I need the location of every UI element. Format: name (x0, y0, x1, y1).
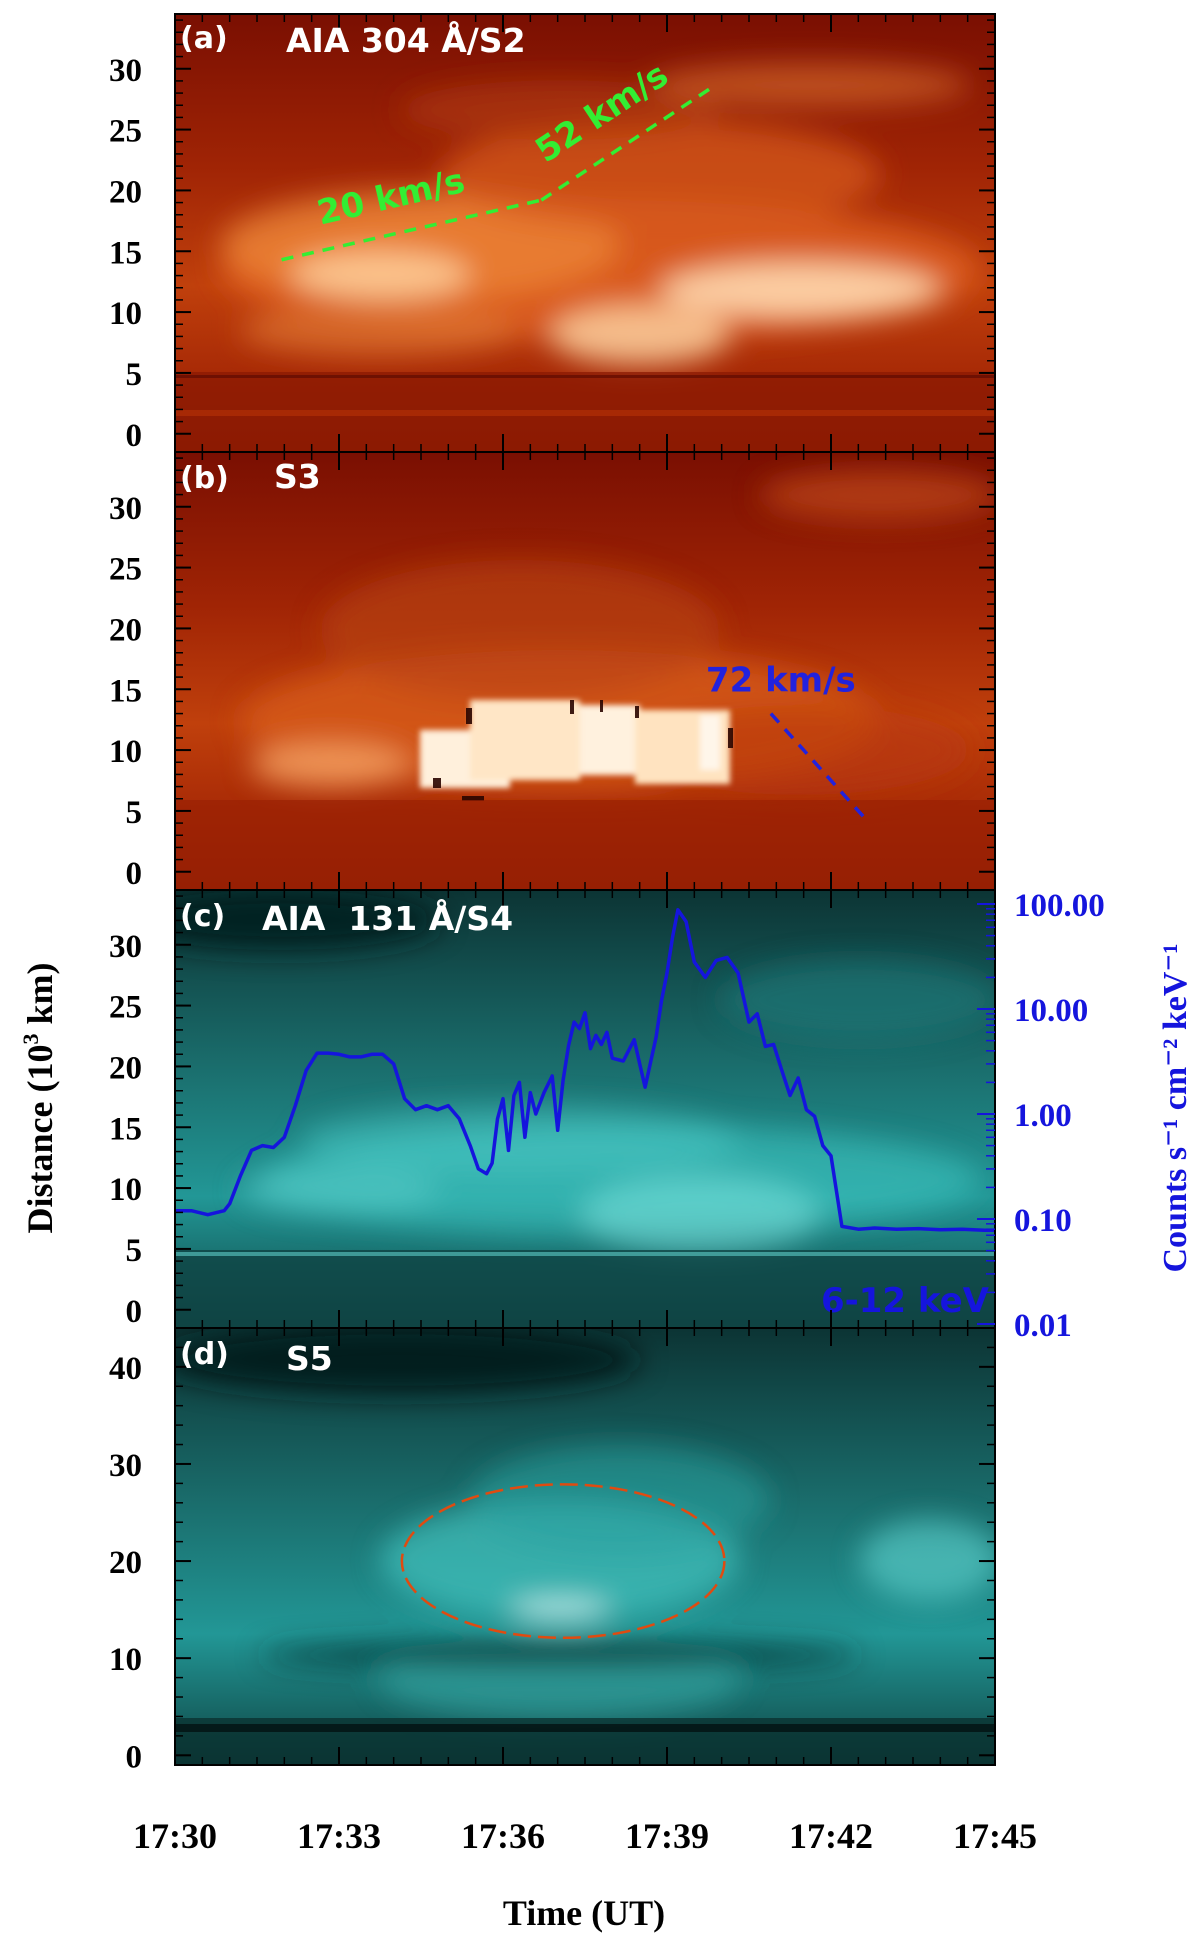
x-tick-label: 17:36 (461, 1816, 545, 1856)
y-axis-label: Distance (103 km) (18, 963, 60, 1234)
panel-c-ytick-label: 25 (109, 990, 142, 1026)
panel-a-ytick-label: 30 (109, 53, 142, 89)
right-ytick-label: 10.00 (1014, 993, 1088, 1029)
x-tick-label: 17:30 (133, 1816, 217, 1856)
hxr-series-label: 6-12 keV (821, 1281, 990, 1321)
x-tick-label: 17:45 (953, 1816, 1037, 1856)
x-axis-label: Time (UT) (503, 1893, 665, 1933)
panel-a-image (175, 14, 995, 452)
panel-b-ytick-label: 0 (126, 856, 143, 892)
x-tick-label: 17:42 (789, 1816, 873, 1856)
x-tick-label: 17:33 (297, 1816, 381, 1856)
panel-d-ytick-label: 20 (109, 1545, 142, 1581)
panel-d-image (175, 1328, 995, 1765)
panel-a-ytick-label: 20 (109, 174, 142, 210)
panel-b-ytick-label: 10 (109, 734, 142, 770)
panel-a-label: (a) (180, 21, 228, 56)
panel-a-ytick-label: 25 (109, 114, 142, 150)
panel-b-ytick-label: 15 (109, 673, 142, 709)
panel-b-label: (b) (180, 461, 229, 496)
panel-d-ytick-label: 10 (109, 1642, 142, 1678)
right-ytick-label: 100.00 (1014, 888, 1105, 924)
panel-b-title: S3 (274, 457, 321, 496)
panel-a-ytick-label: 5 (126, 357, 143, 393)
panel-d-ytick-label: 0 (126, 1739, 143, 1775)
panel-d-ytick-label: 40 (109, 1351, 142, 1387)
right-ytick-label: 1.00 (1014, 1098, 1072, 1134)
panel-c-title: AIA 131 Å/S4 (262, 898, 513, 938)
right-ytick-label: 0.01 (1014, 1308, 1072, 1344)
panel-b-image (175, 452, 995, 890)
panel-c-image (175, 890, 995, 1328)
panel-d-title: S5 (286, 1339, 333, 1378)
panel-c-ytick-label: 5 (126, 1233, 143, 1269)
panel-a-ytick-label: 10 (109, 296, 142, 332)
panel-a-speed-line-1 (540, 86, 712, 202)
panel-b-ytick-label: 30 (109, 491, 142, 527)
panel-c-label: (c) (180, 899, 225, 934)
panel-a-title: AIA 304 Å/S2 (286, 20, 526, 60)
panel-c-ytick-label: 20 (109, 1050, 142, 1086)
panel-d-ellipse (400, 1483, 726, 1640)
right-axis-label: Counts s⁻¹ cm⁻² keV⁻¹ (1157, 943, 1194, 1272)
panel-d-ytick-label: 30 (109, 1448, 142, 1484)
panel-a-ytick-label: 15 (109, 235, 142, 271)
panel-c-ytick-label: 0 (126, 1294, 143, 1330)
panel-b-ytick-label: 5 (126, 795, 143, 831)
panel-a-speed-line-0 (281, 198, 542, 262)
x-tick-label: 17:39 (625, 1816, 709, 1856)
right-ytick-label: 0.10 (1014, 1203, 1072, 1239)
hxr-light-curve (175, 908, 995, 1233)
panel-d-label: (d) (180, 1337, 229, 1372)
panel-b-ytick-label: 25 (109, 552, 142, 588)
panel-c-ytick-label: 15 (109, 1111, 142, 1147)
panel-c-ytick-label: 30 (109, 929, 142, 965)
panel-b-speed-label-0: 72 km/s (706, 661, 856, 701)
panel-b-speed-line-0 (769, 712, 866, 819)
panel-c-ytick-label: 10 (109, 1172, 142, 1208)
panel-b-ytick-label: 20 (109, 612, 142, 648)
panel-a-ytick-label: 0 (126, 418, 143, 454)
